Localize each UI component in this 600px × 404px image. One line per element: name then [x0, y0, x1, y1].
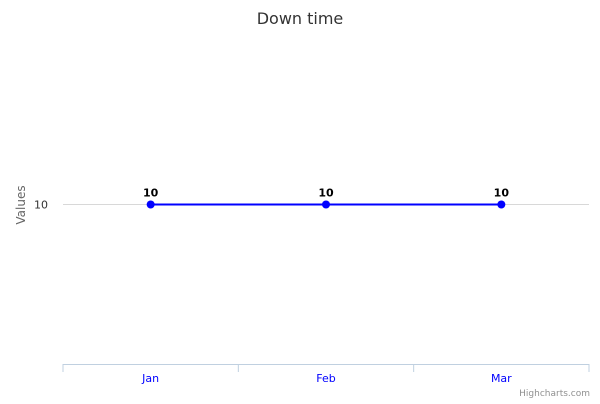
chart-title: Down time: [257, 9, 344, 28]
data-labels: 10 10 10: [143, 187, 509, 200]
x-tick-label: Mar: [491, 372, 512, 385]
x-tick-label: Jan: [141, 372, 159, 385]
series: [146, 200, 506, 209]
data-point: [146, 200, 155, 209]
data-point: [322, 200, 330, 209]
y-axis-ticks: 10: [34, 199, 48, 212]
x-axis: Jan Feb Mar: [62, 364, 590, 385]
data-label: 10: [318, 187, 334, 200]
credits-link[interactable]: Highcharts.com: [519, 389, 590, 399]
data-label: 10: [143, 187, 159, 200]
y-axis-title: Values: [14, 185, 28, 224]
y-tick-label: 10: [34, 199, 48, 212]
x-tick-label: Feb: [316, 372, 335, 385]
data-point: [497, 200, 506, 209]
data-label: 10: [494, 187, 510, 200]
